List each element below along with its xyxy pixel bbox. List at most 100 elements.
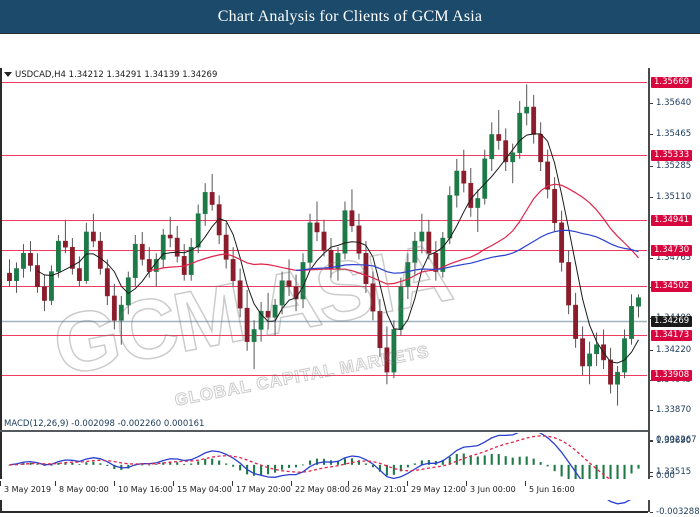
tick-dash: [650, 476, 653, 477]
macd-histogram-bar: [490, 453, 493, 465]
bearish-candle: [356, 225, 362, 254]
macd-histogram-bar: [190, 463, 193, 465]
macd-histogram-bar: [581, 464, 584, 491]
macd-histogram-bar: [560, 464, 563, 477]
price-axis-tick: 1.35110: [650, 192, 691, 202]
bearish-candle: [608, 359, 613, 385]
price-chart-svg: [2, 81, 647, 406]
macd-histogram-bar: [525, 456, 528, 465]
macd-histogram-bar: [64, 462, 67, 465]
macd-histogram-bar: [211, 458, 214, 465]
level-price-label[interactable]: 1.35669: [651, 77, 693, 88]
level-price-label[interactable]: 1.34730: [651, 245, 693, 256]
tick-dash: [650, 197, 653, 198]
macd-histogram-bar: [406, 464, 409, 468]
bullish-candle: [21, 253, 26, 269]
macd-info-bar[interactable]: MACD(12,26,9) -0.002098 -0.002260 0.0001…: [4, 419, 204, 429]
macd-histogram-bar: [29, 462, 32, 465]
macd-histogram-bar: [148, 464, 151, 466]
price-axis-tick: 1.35640: [650, 98, 691, 108]
macd-histogram-bar: [518, 456, 521, 465]
bearish-candle: [62, 240, 68, 248]
price-axis-tick-label: 1.35110: [656, 192, 692, 202]
time-axis[interactable]: 3 May 2019 8 May 00:00 10 May 16:00 15 May …: [0, 479, 700, 500]
bullish-candle: [391, 329, 397, 373]
bullish-candle: [49, 271, 54, 301]
macd-pane[interactable]: [2, 433, 647, 511]
tick-dash: [650, 512, 653, 513]
macd-histogram-bar: [197, 461, 200, 465]
bullish-candle: [447, 195, 453, 239]
price-axis-tick-label: 1.35465: [656, 129, 692, 139]
macd-histogram-bar: [469, 455, 472, 465]
bearish-candle: [104, 268, 110, 297]
time-axis-tick: 3 Jun 00:00: [466, 481, 516, 494]
price-axis-tick-label: 1.35285: [656, 161, 692, 171]
bearish-candle: [174, 237, 180, 257]
level-price-label[interactable]: 1.33908: [651, 370, 693, 381]
level-price-label[interactable]: 1.34173: [651, 330, 693, 341]
price-axis-tick: 1.34765: [650, 253, 691, 263]
level-price-label[interactable]: 1.34941: [651, 215, 693, 226]
macd-histogram-bar: [232, 464, 235, 467]
bullish-candle: [118, 304, 124, 321]
macd-histogram-bar: [483, 455, 486, 465]
price-axis-tick: 1.35285: [650, 161, 691, 171]
level-price-label[interactable]: 1.34502: [651, 281, 693, 292]
chevron-down-icon[interactable]: [4, 72, 12, 77]
macd-histogram-bar: [364, 463, 367, 465]
macd-histogram-bar: [350, 458, 354, 465]
bullish-candle: [132, 243, 138, 278]
bearish-candle: [237, 280, 243, 309]
bearish-candle: [363, 253, 369, 285]
time-axis-tick-label: 22 May 08:00: [295, 485, 350, 494]
price-pane[interactable]: [2, 72, 647, 430]
tick-dash: [0, 481, 1, 486]
bearish-candle: [538, 134, 544, 163]
tick-dash: [232, 481, 233, 486]
macd-histogram-bar: [57, 463, 60, 465]
bearish-candle: [496, 134, 502, 141]
time-axis-tick: 10 May 16:00: [114, 481, 173, 494]
macd-histogram-bar: [371, 464, 374, 468]
bullish-candle: [398, 286, 404, 330]
price-axis[interactable]: 1.35640 1.35465 1.35285 1.35110 1.34765 1.345…: [648, 68, 700, 517]
tick-dash: [650, 410, 653, 411]
macd-histogram-bar: [427, 459, 430, 465]
bearish-candle: [426, 231, 432, 254]
price-axis-tick: 1.35465: [650, 129, 691, 139]
symbol-info-text: USDCAD,H4 1.34212 1.34291 1.34139 1.3426…: [15, 70, 218, 80]
macd-histogram-bar: [141, 464, 144, 466]
time-axis-tick-label: 15 May 04:00: [177, 485, 232, 494]
level-price-label[interactable]: 1.35333: [651, 150, 693, 161]
macd-histogram-bar: [504, 456, 507, 465]
bearish-candle: [76, 268, 82, 281]
price-axis-tick: 1.33870: [650, 405, 691, 415]
tick-dash: [650, 258, 653, 259]
bullish-candle: [419, 231, 425, 242]
bullish-candle: [279, 280, 285, 306]
macd-histogram-bar: [288, 464, 291, 468]
bearish-candle: [559, 222, 565, 263]
time-axis-tick-label: 8 May 00:00: [59, 485, 109, 494]
bullish-candle: [636, 297, 641, 307]
macd-axis-tick-label: -0.003288: [656, 507, 700, 517]
bearish-candle: [244, 307, 250, 342]
bearish-candle: [328, 249, 334, 269]
tick-dash: [114, 481, 115, 486]
time-axis-tick: 29 May 12:00: [407, 481, 466, 494]
macd-histogram-bar: [602, 464, 605, 488]
symbol-info-bar[interactable]: USDCAD,H4 1.34212 1.34291 1.34139 1.3426…: [4, 70, 217, 80]
price-axis-tick: 1.33690: [650, 436, 691, 446]
macd-signal-line: [9, 435, 639, 493]
macd-histogram-bar: [36, 464, 39, 465]
bullish-candle: [405, 262, 411, 288]
macd-histogram-bar: [267, 464, 270, 475]
tick-dash: [173, 481, 174, 486]
bearish-candle: [230, 259, 236, 281]
macd-histogram-bar: [239, 464, 242, 471]
macd-histogram-bar: [343, 458, 347, 465]
bullish-candle: [335, 253, 341, 269]
current-price-label[interactable]: 1.34269: [651, 316, 693, 327]
